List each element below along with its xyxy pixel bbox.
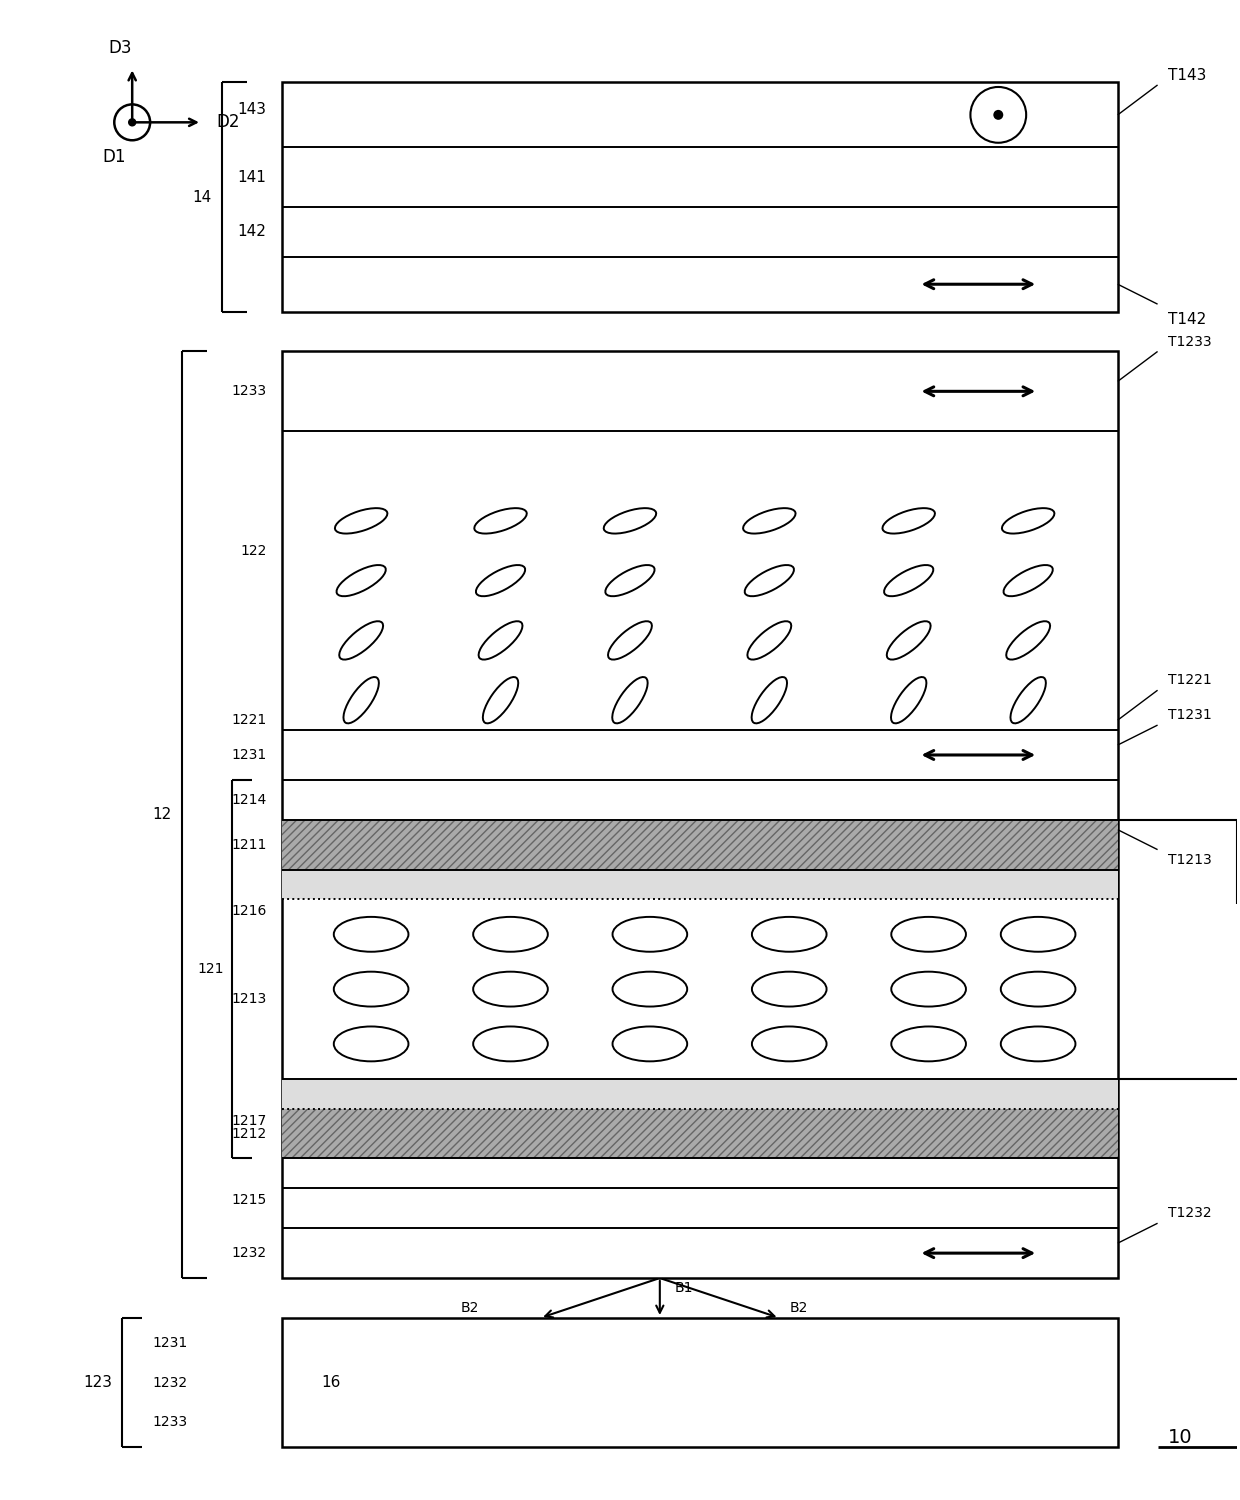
- Text: T143: T143: [1168, 68, 1207, 82]
- Text: 143: 143: [238, 102, 267, 117]
- Bar: [281, 870, 1117, 900]
- Text: B2: B2: [461, 1300, 479, 1316]
- Text: D1: D1: [103, 148, 126, 166]
- Text: 1233: 1233: [153, 1416, 187, 1430]
- Text: 121: 121: [197, 962, 223, 976]
- Text: T142: T142: [1168, 312, 1205, 327]
- Text: 1231: 1231: [232, 748, 267, 762]
- Text: B1: B1: [675, 1281, 693, 1294]
- Text: 1212: 1212: [232, 1126, 267, 1140]
- Bar: [281, 1318, 1117, 1448]
- Text: 1211: 1211: [231, 837, 267, 852]
- Text: T1213: T1213: [1168, 852, 1211, 867]
- Text: 141: 141: [238, 170, 267, 184]
- Text: T1231: T1231: [1168, 708, 1211, 722]
- Text: 1232: 1232: [232, 1246, 267, 1260]
- Bar: [281, 82, 1117, 312]
- Text: 1232: 1232: [153, 1376, 187, 1389]
- Text: T1221: T1221: [1168, 674, 1211, 687]
- Text: 14: 14: [192, 189, 212, 204]
- Text: 1221: 1221: [232, 712, 267, 728]
- Text: 1216: 1216: [231, 904, 267, 918]
- Text: 12: 12: [153, 807, 172, 822]
- Text: D2: D2: [217, 114, 241, 132]
- Text: D3: D3: [108, 39, 131, 57]
- Circle shape: [129, 118, 135, 126]
- Text: 1215: 1215: [232, 1194, 267, 1208]
- Text: 1214: 1214: [232, 794, 267, 807]
- Text: 10: 10: [1168, 1428, 1192, 1448]
- Text: T1232: T1232: [1168, 1206, 1211, 1221]
- Text: T1233: T1233: [1168, 334, 1211, 348]
- Bar: [281, 1078, 1117, 1108]
- Bar: [281, 351, 1117, 1278]
- Text: B2: B2: [789, 1300, 807, 1316]
- Text: 122: 122: [241, 543, 267, 558]
- Text: 123: 123: [83, 1376, 113, 1390]
- Bar: [281, 819, 1117, 870]
- Text: 1233: 1233: [232, 384, 267, 399]
- Text: 142: 142: [238, 225, 267, 240]
- Text: 1231: 1231: [153, 1336, 187, 1350]
- Circle shape: [993, 110, 1003, 120]
- Text: 1213: 1213: [232, 992, 267, 1006]
- Text: 16: 16: [321, 1376, 341, 1390]
- Bar: [281, 1108, 1117, 1158]
- Text: 1217: 1217: [232, 1113, 267, 1128]
